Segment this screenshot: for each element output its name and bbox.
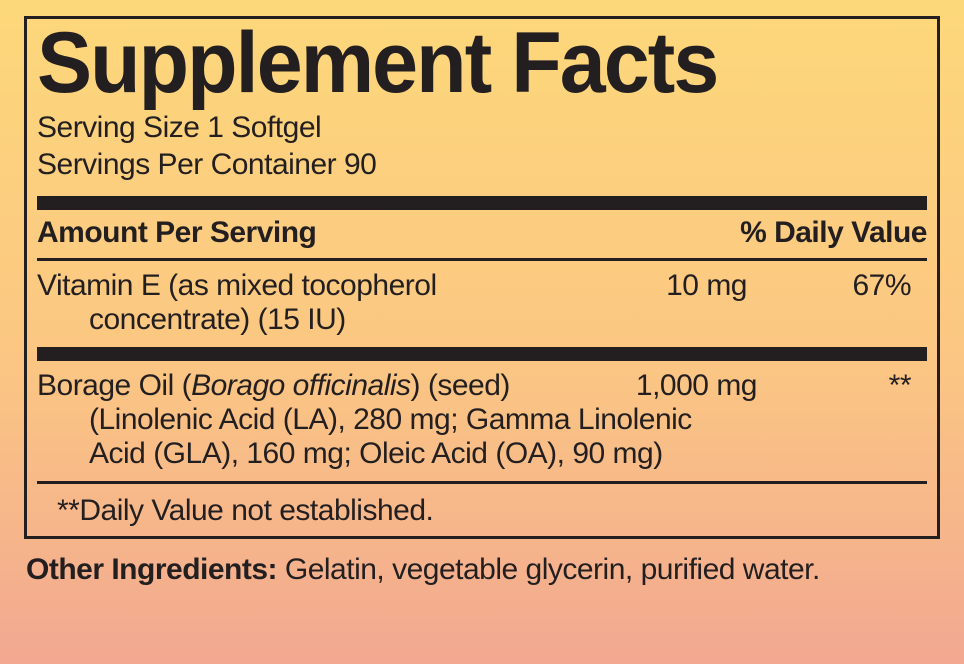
nutrient-name: Borage Oil (Borago officinalis) (seed) [37, 369, 607, 403]
other-ingredients-text: Gelatin, vegetable glycerin, purified wa… [285, 553, 820, 586]
panel-title: Supplement Facts [37, 19, 891, 105]
serving-info: Serving Size 1 Softgel Servings Per Cont… [37, 105, 927, 192]
nutrient-detail: (Linolenic Acid (LA), 280 mg; Gamma Lino… [37, 403, 927, 437]
table-header: Amount Per Serving % Daily Value [37, 214, 927, 254]
nutrient-dv: 67% [797, 269, 927, 303]
name-post: ) (seed) [411, 369, 510, 402]
rule-thin [37, 481, 927, 484]
nutrient-row-borage-oil: Borage Oil (Borago officinalis) (seed) 1… [37, 365, 927, 477]
other-ingredients-label: Other Ingredients: [26, 553, 285, 586]
nutrient-name: Vitamin E (as mixed tocopherol [37, 269, 607, 303]
rule-thin [37, 258, 927, 261]
rule-thick [37, 347, 927, 361]
dv-footnote: **Daily Value not established. [37, 488, 927, 536]
supplement-facts-panel: Supplement Facts Serving Size 1 Softgel … [24, 16, 940, 539]
header-amount: Amount Per Serving [37, 216, 740, 250]
servings-per-container: Servings Per Container 90 [37, 146, 927, 184]
nutrient-dv: ** [797, 369, 927, 403]
nutrient-amount: 10 mg [607, 269, 797, 303]
name-latin: Borago officinalis [191, 369, 410, 402]
nutrient-amount: 1,000 mg [607, 369, 797, 403]
serving-size: Serving Size 1 Softgel [37, 109, 927, 147]
other-ingredients: Other Ingredients: Gelatin, vegetable gl… [24, 539, 940, 587]
nutrient-detail: Acid (GLA), 160 mg; Oleic Acid (OA), 90 … [37, 437, 927, 477]
header-daily-value: % Daily Value [740, 216, 927, 250]
name-pre: Borage Oil ( [37, 369, 191, 402]
rule-thick [37, 196, 927, 210]
nutrient-row-vitamin-e: Vitamin E (as mixed tocopherol 10 mg 67%… [37, 265, 927, 343]
nutrient-name-cont: concentrate) (15 IU) [37, 303, 927, 343]
